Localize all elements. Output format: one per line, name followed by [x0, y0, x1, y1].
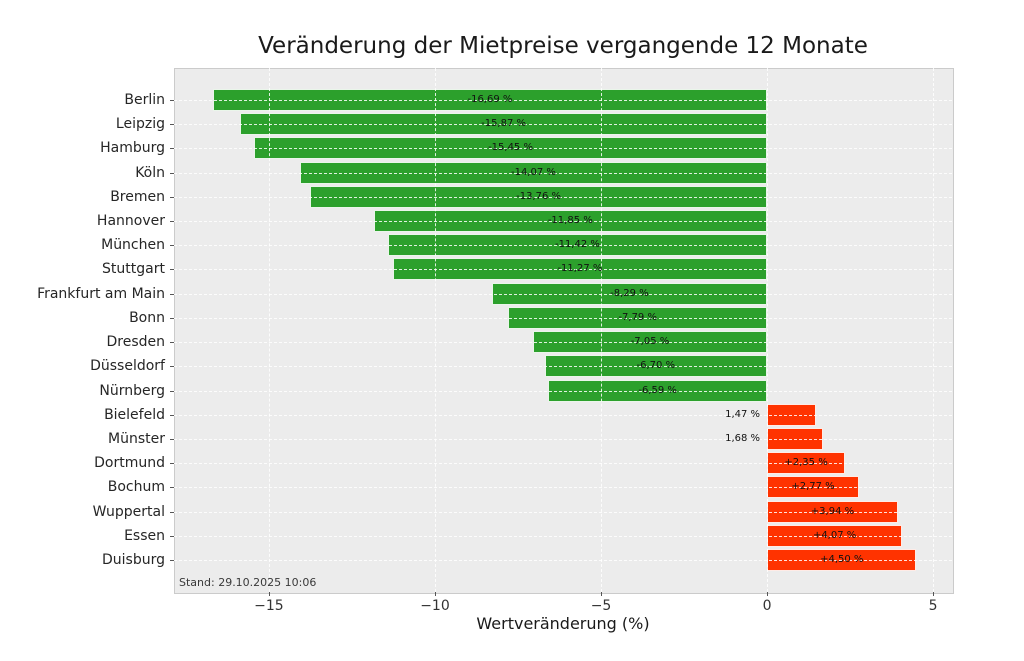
y-tick-label: Köln — [135, 164, 165, 181]
x-tick-label: 5 — [928, 598, 938, 614]
gridline-horizontal — [174, 317, 952, 319]
bar-value-label: -15,45 % — [488, 142, 533, 154]
gridline-horizontal — [174, 221, 952, 223]
gridline-horizontal — [174, 560, 952, 561]
y-tick-label: Nürnberg — [99, 382, 165, 399]
x-tick-label: −5 — [590, 598, 612, 614]
y-tick-label: Berlin — [124, 92, 165, 108]
y-tick-mark — [170, 342, 174, 344]
gridline-horizontal — [174, 390, 952, 392]
y-tick-label: Bonn — [129, 309, 165, 326]
y-tick-label: Bochum — [107, 479, 165, 496]
y-tick-label: Bremen — [110, 188, 165, 205]
bar-value-label: -6,70 % — [636, 360, 676, 372]
gridline-horizontal — [174, 414, 952, 416]
y-tick-mark — [170, 463, 174, 465]
gridline-horizontal — [174, 124, 952, 126]
x-tick-mark — [268, 592, 270, 596]
x-tick-label: 0 — [762, 598, 772, 614]
y-tick-label: Wuppertal — [92, 503, 165, 520]
bar-value-label: 1,68 % — [725, 432, 761, 444]
bar-value-label: +2,77 % — [791, 481, 835, 493]
y-tick-mark — [170, 317, 174, 319]
gridline-vertical — [434, 68, 436, 592]
gridline-horizontal — [174, 172, 952, 174]
y-tick-mark — [170, 269, 174, 271]
y-tick-label: Hannover — [96, 213, 165, 230]
bar-value-label: -6,59 % — [638, 384, 677, 396]
y-tick-label: Frankfurt am Main — [37, 285, 165, 302]
y-tick-mark — [170, 390, 174, 392]
y-tick-label: Dortmund — [94, 455, 165, 472]
y-tick-label: Leipzig — [115, 116, 165, 133]
gridline-horizontal — [174, 366, 952, 368]
gridline-horizontal — [174, 100, 952, 101]
y-tick-mark — [170, 148, 174, 150]
x-axis-label: Wertveränderung (%) — [476, 614, 650, 633]
y-tick-mark — [170, 100, 174, 101]
gridline-horizontal — [174, 342, 952, 344]
y-tick-mark — [170, 560, 174, 561]
x-tick-mark — [434, 592, 436, 596]
bar-value-label: -11,42 % — [554, 239, 600, 251]
y-tick-label: Münster — [108, 430, 165, 447]
gridline-vertical — [933, 68, 935, 592]
bar-value-label: -13,76 % — [516, 190, 562, 202]
y-tick-mark — [170, 221, 174, 223]
gridline-vertical — [767, 68, 769, 592]
bar-value-label: -7,79 % — [618, 311, 657, 323]
chart-title: Veränderung der Mietpreise vergangende 1… — [258, 33, 868, 59]
bar-value-label: +3,94 % — [810, 505, 855, 517]
x-tick-mark — [933, 592, 935, 596]
y-tick-label: Hamburg — [100, 140, 165, 157]
gridline-horizontal — [174, 438, 952, 440]
gridline-horizontal — [174, 196, 952, 198]
gridline-horizontal — [174, 148, 952, 150]
y-tick-label: München — [101, 237, 165, 254]
x-tick-mark — [601, 592, 603, 596]
bar-value-label: +2,35 % — [784, 457, 828, 469]
y-tick-label: Bielefeld — [104, 406, 165, 423]
gridline-horizontal — [174, 293, 952, 295]
gridline-horizontal — [174, 269, 952, 271]
y-tick-mark — [170, 124, 174, 126]
y-tick-mark — [170, 438, 174, 440]
y-tick-mark — [170, 172, 174, 174]
y-tick-mark — [170, 245, 174, 247]
bar-value-label: 1,47 % — [725, 408, 761, 420]
bar-value-label: +4,50 % — [820, 554, 864, 565]
y-tick-label: Stuttgart — [102, 261, 165, 278]
bar-value-label: -15,87 % — [481, 118, 527, 130]
x-tick-label: −10 — [420, 598, 450, 614]
timestamp-annotation: Stand: 29.10.2025 10:06 — [179, 576, 317, 589]
x-tick-mark — [767, 592, 769, 596]
y-tick-mark — [170, 535, 174, 537]
gridline-horizontal — [174, 245, 952, 247]
gridline-horizontal — [174, 487, 952, 489]
gridline-vertical — [601, 68, 603, 592]
bar-value-label: -11,85 % — [547, 215, 593, 227]
gridline-vertical — [268, 68, 270, 592]
bar-value-label: -8,29 % — [610, 287, 649, 299]
y-tick-label: Duisburg — [102, 552, 165, 568]
y-tick-mark — [170, 487, 174, 489]
bar-value-label: -7,05 % — [630, 336, 670, 348]
y-tick-label: Dresden — [106, 334, 165, 351]
y-tick-mark — [170, 293, 174, 295]
gridline-horizontal — [174, 535, 952, 537]
y-tick-mark — [170, 414, 174, 416]
gridline-horizontal — [174, 463, 952, 465]
y-tick-mark — [170, 366, 174, 368]
y-tick-mark — [170, 196, 174, 198]
gridline-horizontal — [174, 511, 952, 513]
x-tick-label: −15 — [254, 598, 284, 614]
y-tick-label: Düsseldorf — [90, 358, 165, 375]
bar-value-label: -16,69 % — [467, 94, 513, 105]
y-tick-mark — [170, 511, 174, 513]
y-tick-label: Essen — [124, 527, 165, 544]
bar-value-label: -11,27 % — [557, 263, 603, 275]
bar-value-label: +4,07 % — [812, 529, 857, 541]
bar-value-label: -14,07 % — [510, 166, 556, 178]
